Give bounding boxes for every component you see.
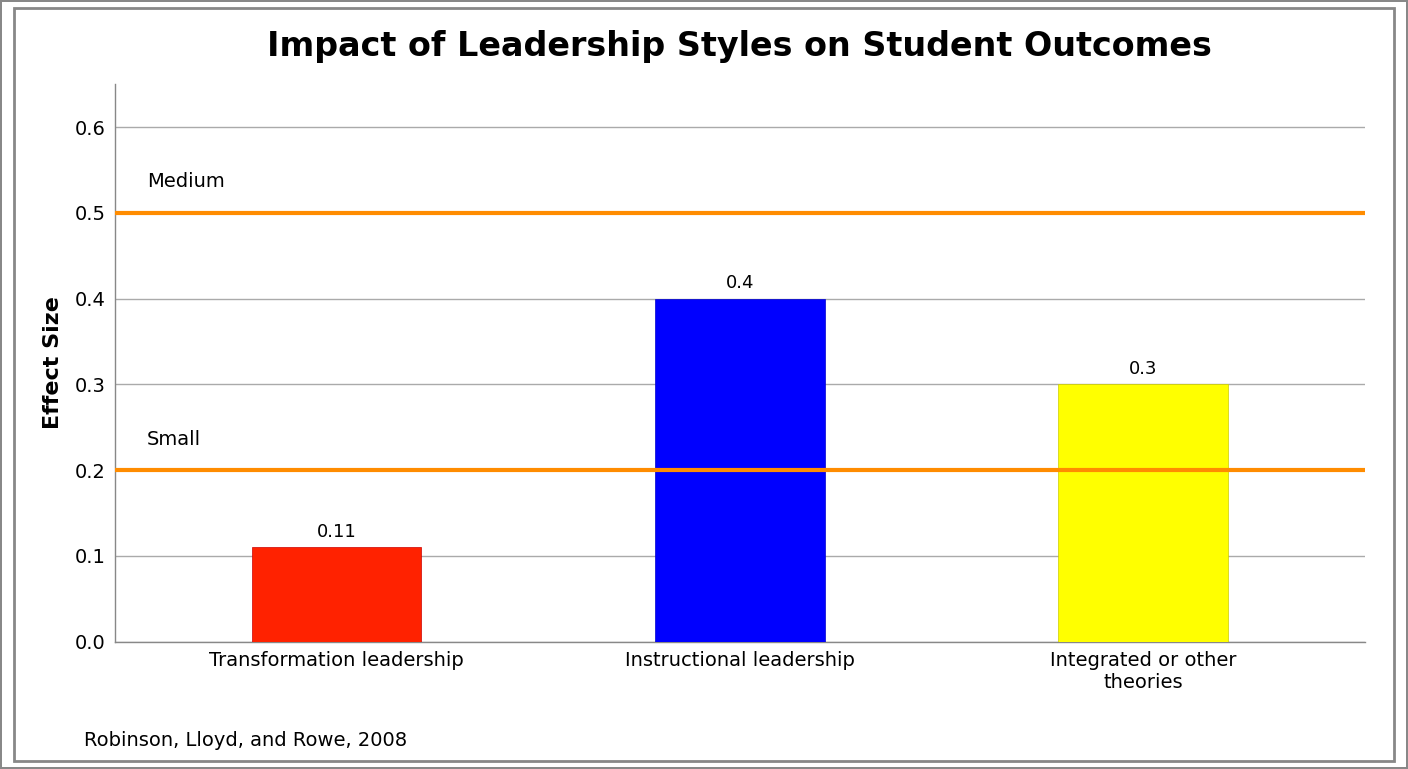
Text: Robinson, Lloyd, and Rowe, 2008: Robinson, Lloyd, and Rowe, 2008 — [84, 731, 407, 750]
Text: Medium: Medium — [148, 172, 225, 191]
Bar — [1059, 384, 1228, 642]
Y-axis label: Effect Size: Effect Size — [44, 297, 63, 429]
Text: 0.3: 0.3 — [1129, 360, 1157, 378]
Bar — [655, 298, 825, 642]
Text: 0.11: 0.11 — [317, 522, 356, 541]
Text: 0.4: 0.4 — [725, 274, 755, 291]
Bar — [252, 548, 421, 642]
Text: Small: Small — [148, 430, 201, 449]
Title: Impact of Leadership Styles on Student Outcomes: Impact of Leadership Styles on Student O… — [268, 31, 1212, 63]
